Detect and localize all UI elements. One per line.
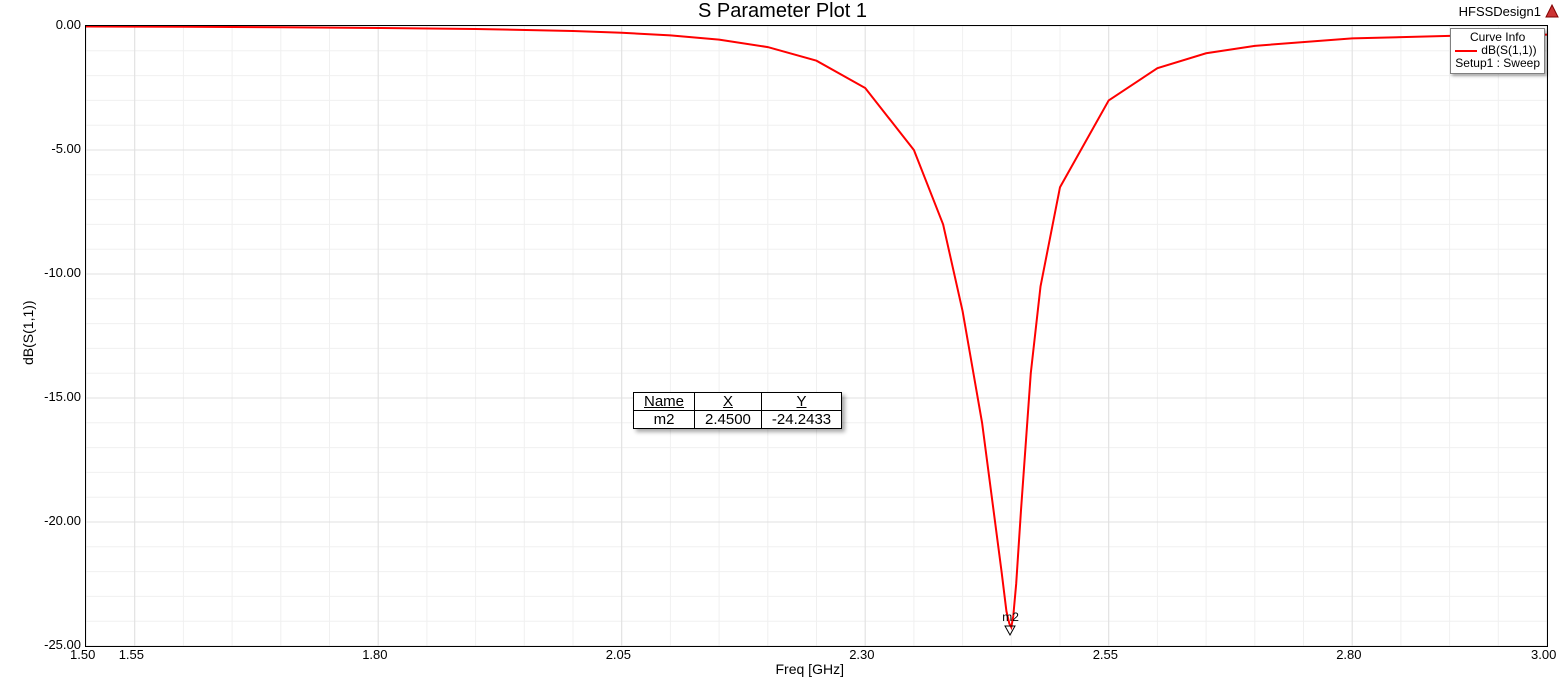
- y-tick-label: -20.00: [44, 513, 81, 528]
- y-tick-label: -10.00: [44, 265, 81, 280]
- plot-area[interactable]: [85, 25, 1548, 647]
- x-tick-label: 2.30: [849, 647, 874, 662]
- marker-table-cell: 2.4500: [695, 411, 762, 429]
- marker-label: m2: [1002, 610, 1019, 624]
- curve-info-legend[interactable]: Curve Info dB(S(1,1))Setup1 : Sweep: [1450, 28, 1545, 74]
- legend-title: Curve Info: [1455, 30, 1540, 44]
- x-axis-label: Freq [GHz]: [776, 661, 844, 677]
- y-tick-label: -5.00: [51, 141, 81, 156]
- marker-table-cell: m2: [634, 411, 695, 429]
- design-icon: [1545, 4, 1559, 23]
- marker-table[interactable]: NameXY m22.4500-24.2433: [633, 392, 842, 429]
- y-tick-label: -25.00: [44, 637, 81, 652]
- plot-svg: [86, 26, 1547, 646]
- marker-triangle-icon[interactable]: [1004, 624, 1016, 642]
- x-tick-label: 2.55: [1093, 647, 1118, 662]
- legend-setup-label: Setup1 : Sweep: [1455, 57, 1540, 70]
- x-tick-label: 1.80: [362, 647, 387, 662]
- design-label: HFSSDesign1: [1459, 4, 1541, 19]
- plot-title: S Parameter Plot 1: [0, 0, 1565, 23]
- legend-swatch: [1455, 50, 1477, 52]
- marker-table-header: X: [695, 393, 762, 411]
- y-axis-label: dB(S(1,1)): [20, 300, 36, 365]
- marker-table-row[interactable]: m22.4500-24.2433: [634, 411, 842, 429]
- x-tick-label: 2.80: [1336, 647, 1361, 662]
- y-tick-label: 0.00: [56, 17, 81, 32]
- x-tick-label: 3.00: [1531, 647, 1556, 662]
- x-tick-label: 2.05: [606, 647, 631, 662]
- y-tick-label: -15.00: [44, 389, 81, 404]
- marker-table-header: Y: [761, 393, 841, 411]
- marker-table-cell: -24.2433: [761, 411, 841, 429]
- x-tick-label: 1.55: [119, 647, 144, 662]
- marker-table-header: Name: [634, 393, 695, 411]
